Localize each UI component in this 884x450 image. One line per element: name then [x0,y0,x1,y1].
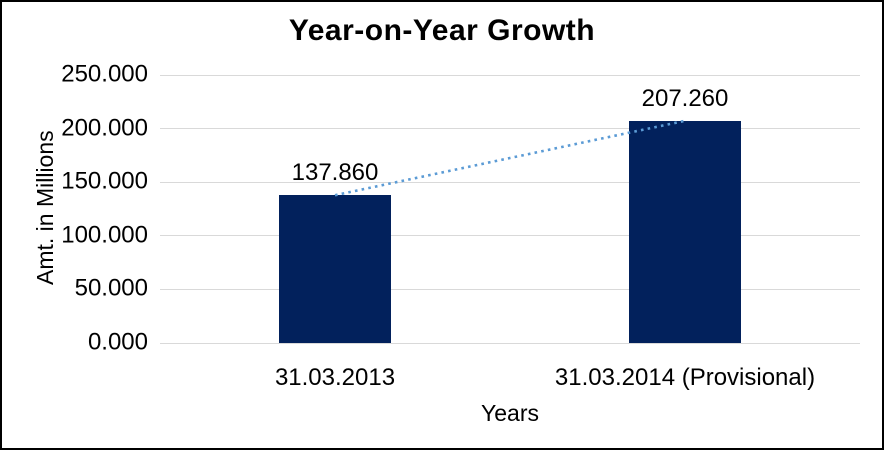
y-tick-label: 0.000 [87,328,148,356]
y-tick-label: 50.000 [74,274,148,302]
plot-area: 137.860 207.260 [160,74,860,344]
bar-value-label: 207.260 [641,84,729,112]
bar [279,195,391,343]
gridline [160,181,860,183]
chart-title: Year-on-Year Growth [288,14,596,47]
x-tick-label: 31.03.2014 (Provisional) [554,364,816,391]
gridline [160,74,860,76]
trendline-layer [334,119,686,197]
trendline [334,119,686,197]
gridline [160,128,860,130]
y-tick-label: 100.000 [61,221,148,249]
y-tick-label: 150.000 [61,167,148,195]
bar-value-label: 137.860 [291,159,379,187]
bar [629,120,741,343]
gridline [160,235,860,237]
y-tick-label: 200.000 [61,114,148,142]
y-tick-label: 250.000 [61,60,148,88]
y-tick-labels: 0.000 50.000 100.000 150.000 200.000 250.000 [2,2,150,448]
x-tick-label: 31.03.2013 [274,364,396,391]
gridline [160,288,860,290]
gridline [160,342,860,344]
x-axis-title: Years [481,400,539,426]
